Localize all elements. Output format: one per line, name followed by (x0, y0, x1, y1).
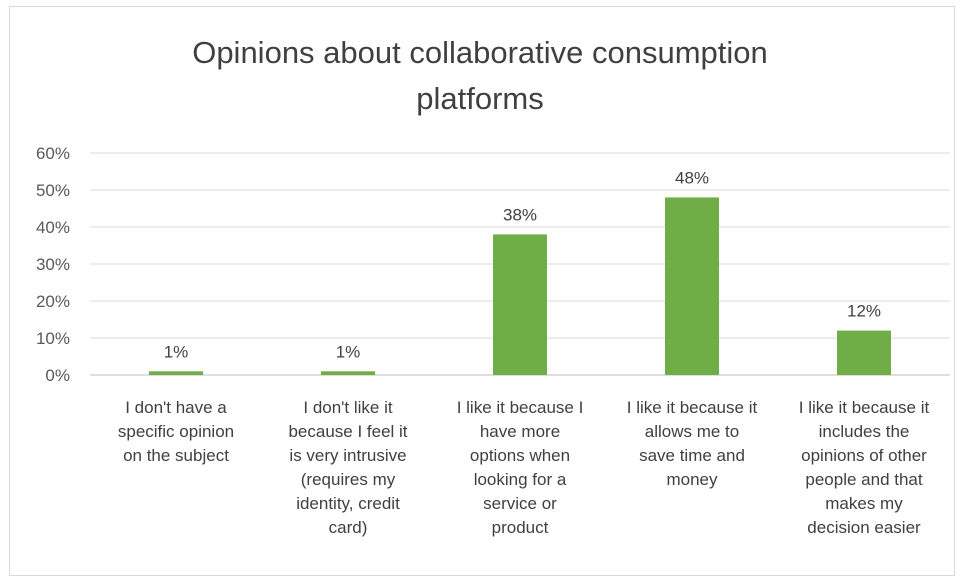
y-tick-label: 10% (36, 329, 70, 348)
x-tick-label-line: includes the (818, 422, 910, 441)
x-tick-label-line: have more (479, 422, 561, 441)
x-tick-label-line: money (666, 470, 718, 489)
x-tick-label-line: makes my (825, 494, 903, 513)
chart-frame (9, 6, 955, 576)
bar (837, 330, 891, 375)
x-tick-label-line: options when (469, 446, 571, 465)
bar (665, 197, 719, 375)
x-tick-label-line: allows me to (644, 422, 740, 441)
x-tick-label-line: (requires my (300, 470, 396, 489)
data-label: 1% (164, 342, 189, 361)
y-tick-label: 20% (36, 292, 70, 311)
y-tick-label: 0% (45, 366, 70, 385)
x-tick-label-line: decision easier (807, 518, 921, 537)
x-tick-label-line: product (491, 518, 549, 537)
y-tick-label: 40% (36, 218, 70, 237)
data-label: 48% (675, 168, 709, 187)
x-tick-label: I don't have a specific opinion on the sub… (92, 396, 260, 468)
x-tick-label-line: specific opinion (117, 422, 235, 441)
x-tick-label-line: card) (328, 518, 368, 537)
y-tick-label: 30% (36, 255, 70, 274)
x-tick-label-line: I like it because I (456, 398, 584, 417)
x-tick-label-line: because I feel it (288, 422, 408, 441)
data-label: 12% (847, 302, 881, 321)
x-tick-label-line: on the subject (123, 446, 229, 465)
x-tick-label: I don't like it because I feel it is very … (264, 396, 432, 540)
y-tick-label: 50% (36, 181, 70, 200)
x-tick-label-line: I like it because it (798, 398, 930, 417)
x-tick-label-line: looking for a (473, 470, 567, 489)
x-tick-label: I like it because it allows me to save tim… (608, 396, 776, 492)
x-tick-label-line: service or (483, 494, 557, 513)
data-label: 1% (336, 342, 361, 361)
x-tick-label-line: people and that (805, 470, 923, 489)
y-tick-label: 60% (36, 144, 70, 163)
x-tick-label-line: I like it because it (626, 398, 758, 417)
x-tick-label-line: identity, credit (296, 494, 400, 513)
x-tick-label-line: I don't like it (303, 398, 393, 417)
x-tick-label: I like it because it includes the opinions… (780, 396, 948, 540)
bar (149, 371, 203, 375)
data-label: 38% (503, 205, 537, 224)
bar (321, 371, 375, 375)
x-tick-label-line: opinions of other (801, 446, 927, 465)
chart-title-line-1: Opinions about collaborative consumption (192, 35, 768, 70)
x-tick-label-line: I don't have a (125, 398, 227, 417)
x-tick-label: I like it because I have more options when… (436, 396, 604, 540)
x-tick-label-line: save time and (639, 446, 745, 465)
bar (493, 234, 547, 375)
chart-title-line-2: platforms (416, 81, 544, 116)
x-tick-label-line: is very intrusive (289, 446, 407, 465)
chart-title: Opinions about collaborative consumption… (0, 30, 960, 122)
